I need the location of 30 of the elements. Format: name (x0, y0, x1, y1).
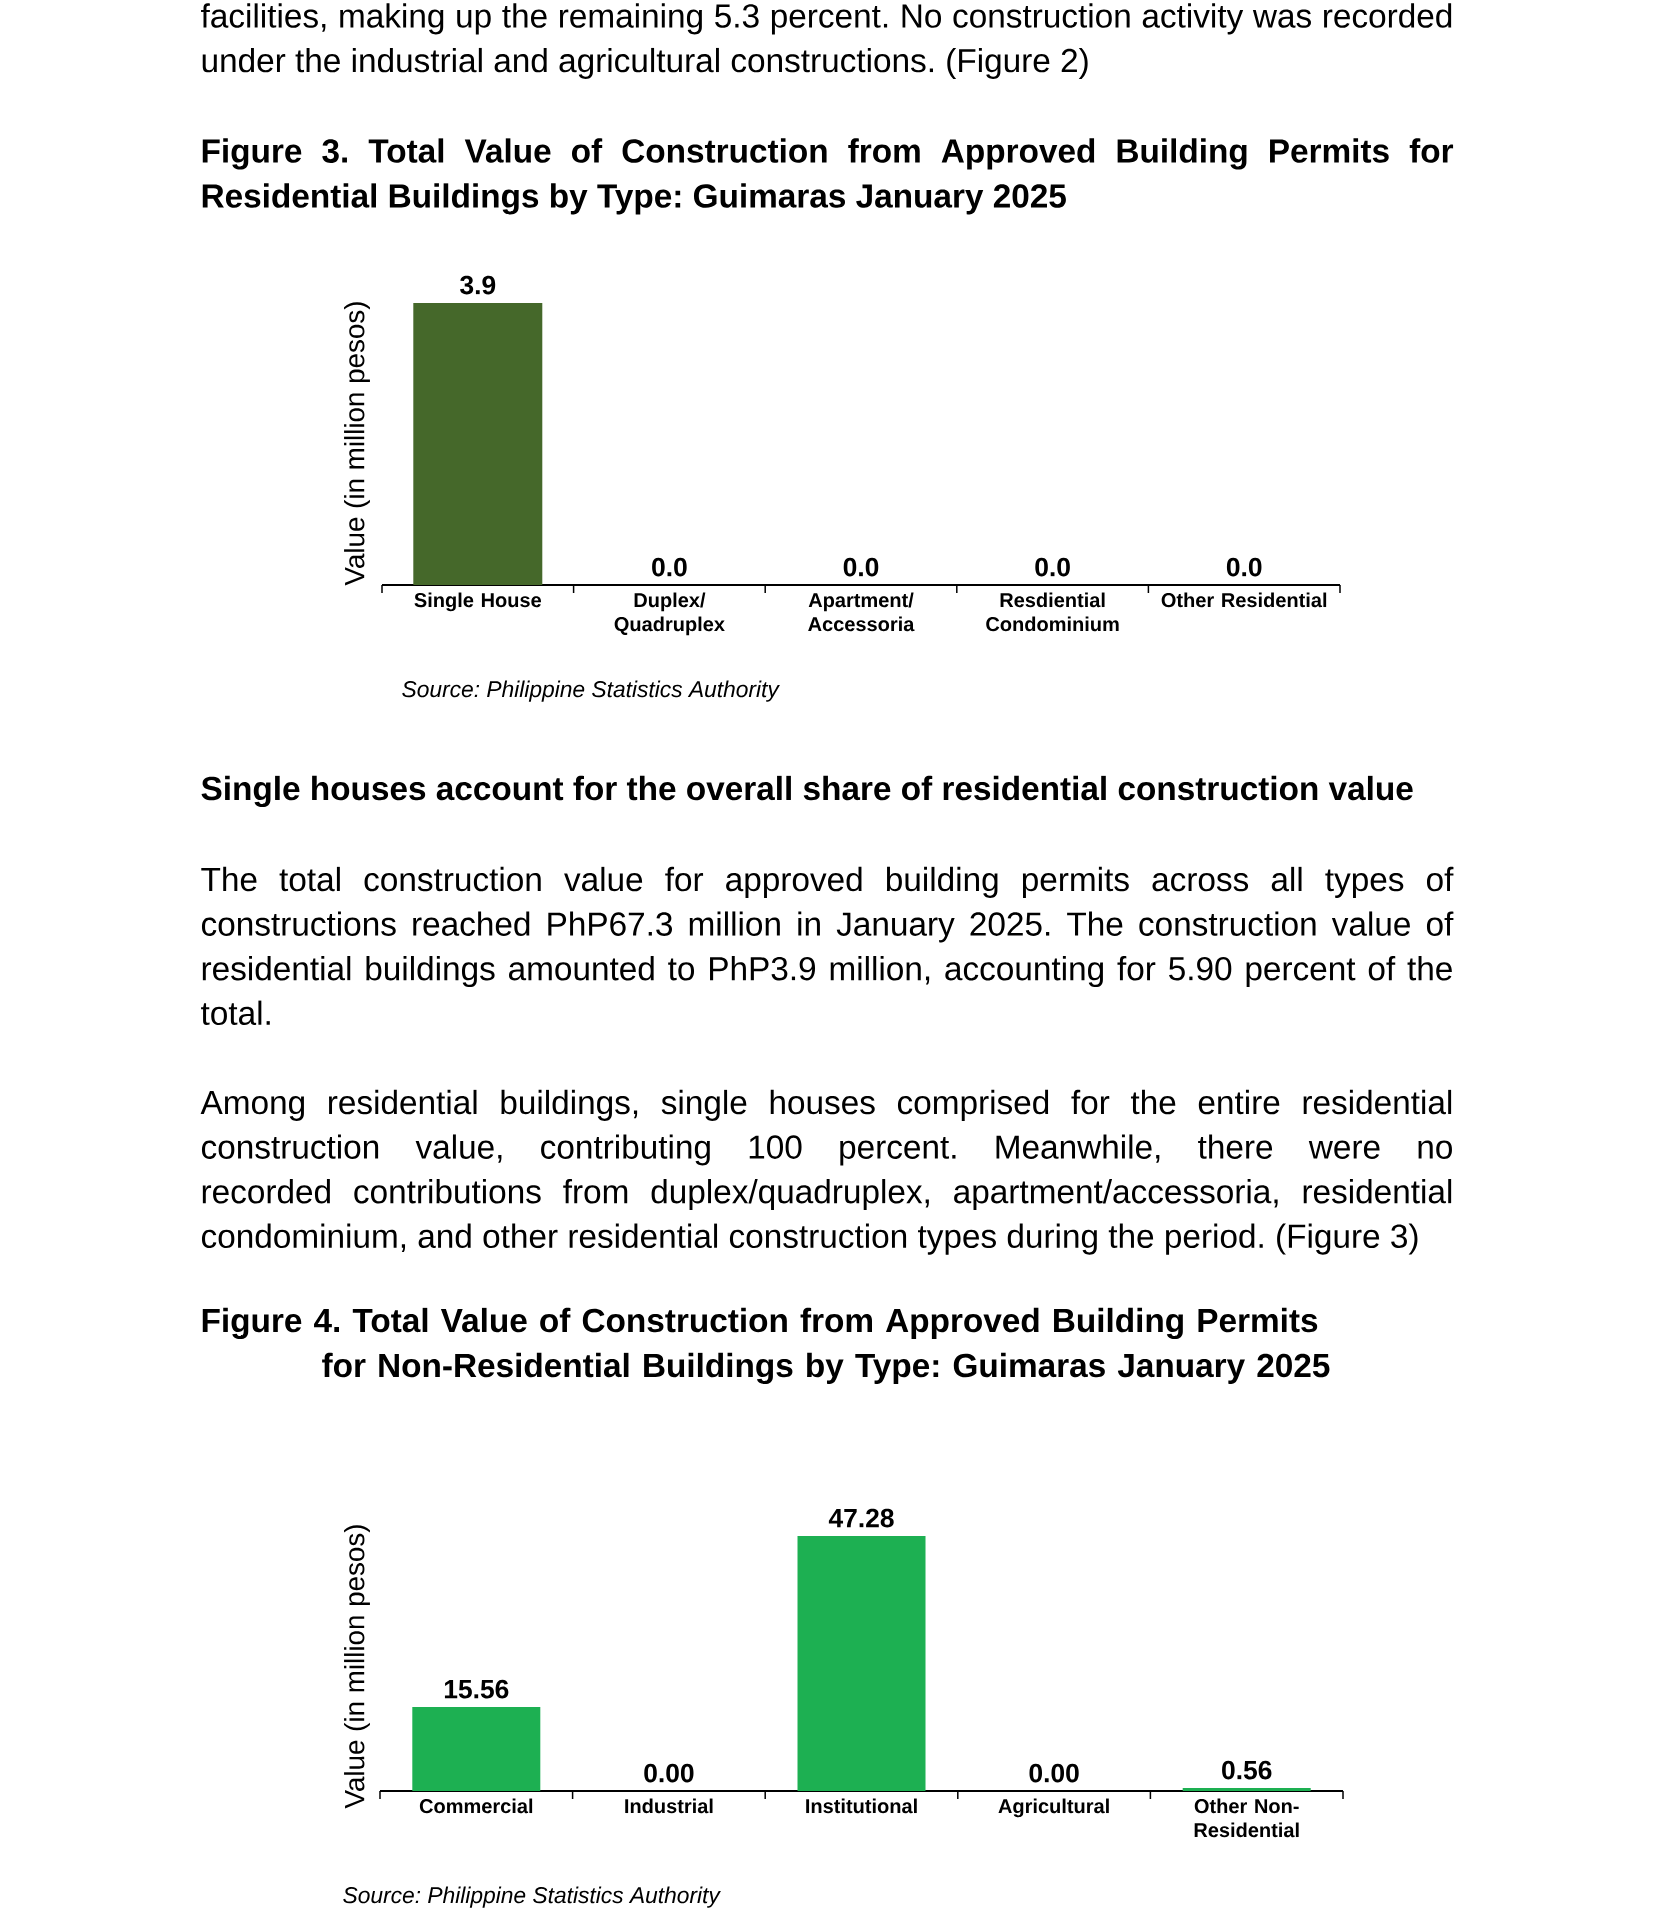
x-tick-label: Resdiential Condominium (986, 592, 1119, 632)
data-label: 0.0 (843, 557, 879, 577)
x-tick-label: Other Residential (1161, 592, 1327, 608)
source-note: Source: Philippine Statistics Authority (402, 680, 780, 702)
x-tick-label: Other Non-Residential (1194, 1798, 1299, 1838)
chart-title: Figure 3. Total Value of Construction from Approved Building Permits for Residential Buildings by Type: Guimaras January 2025 (202, 138, 1454, 215)
x-tick-label: Agricultural (998, 1798, 1109, 1818)
data-label: 0.0 (652, 557, 687, 577)
x-tick-label: Commercial (419, 1798, 533, 1814)
source-note: Source: Philippine Statistics Authority (343, 1886, 721, 1908)
data-label: 3.9 (460, 275, 496, 295)
data-label: 0.0 (1035, 557, 1070, 577)
text: facilities, making up the remaining 5.3 percent. No construction activity was recorded under the industrial and agricultural constructions. (Figure 2) (201, 3, 1452, 79)
data-label: 0.56 (1222, 1760, 1272, 1780)
data-label: 0.00 (1029, 1763, 1079, 1783)
x-tick-label: Apartment/ Accessoria (808, 592, 915, 632)
y-axis-title: Value (in million pesos) (344, 302, 370, 586)
x-tick-label: Duplex/ Quadruplex (614, 592, 725, 636)
chart-title: Figure 4. Total Value of Construction from Approved Building Permits for Non-Residential Buildings by Type: Guimaras January 2025 (202, 1307, 1330, 1385)
x-tick-label: Institutional (806, 1798, 917, 1814)
text: Single houses account for the overall share of residential construction value (201, 775, 1413, 808)
data-label: 0.0 (1226, 557, 1262, 577)
x-tick-label: Single House (414, 592, 542, 612)
text: Among residential buildings, single houses comprised for the entire residential construction value, contributing 100 percent. Meanwhile, there were no recorded contributions from duplex/quadruplex, apartment/accessoria, residential condominium, and other residential construction types during the period. (Figure 3) (200, 1089, 1452, 1255)
x-tick-label: Industrial (625, 1798, 713, 1814)
data-label: 47.28 (828, 1508, 894, 1528)
text: The total construction value for approved building permits across all types of constructions reached PhP67.3 million in January 2025. The construction value of residential buildings amounted to PhP3.9 million, accounting for 5.90 percent of the total. (201, 866, 1454, 1026)
y-axis-title: Value (in million pesos) (344, 1525, 370, 1809)
data-label: 0.00 (644, 1763, 694, 1783)
data-label: 15.56 (444, 1679, 509, 1699)
